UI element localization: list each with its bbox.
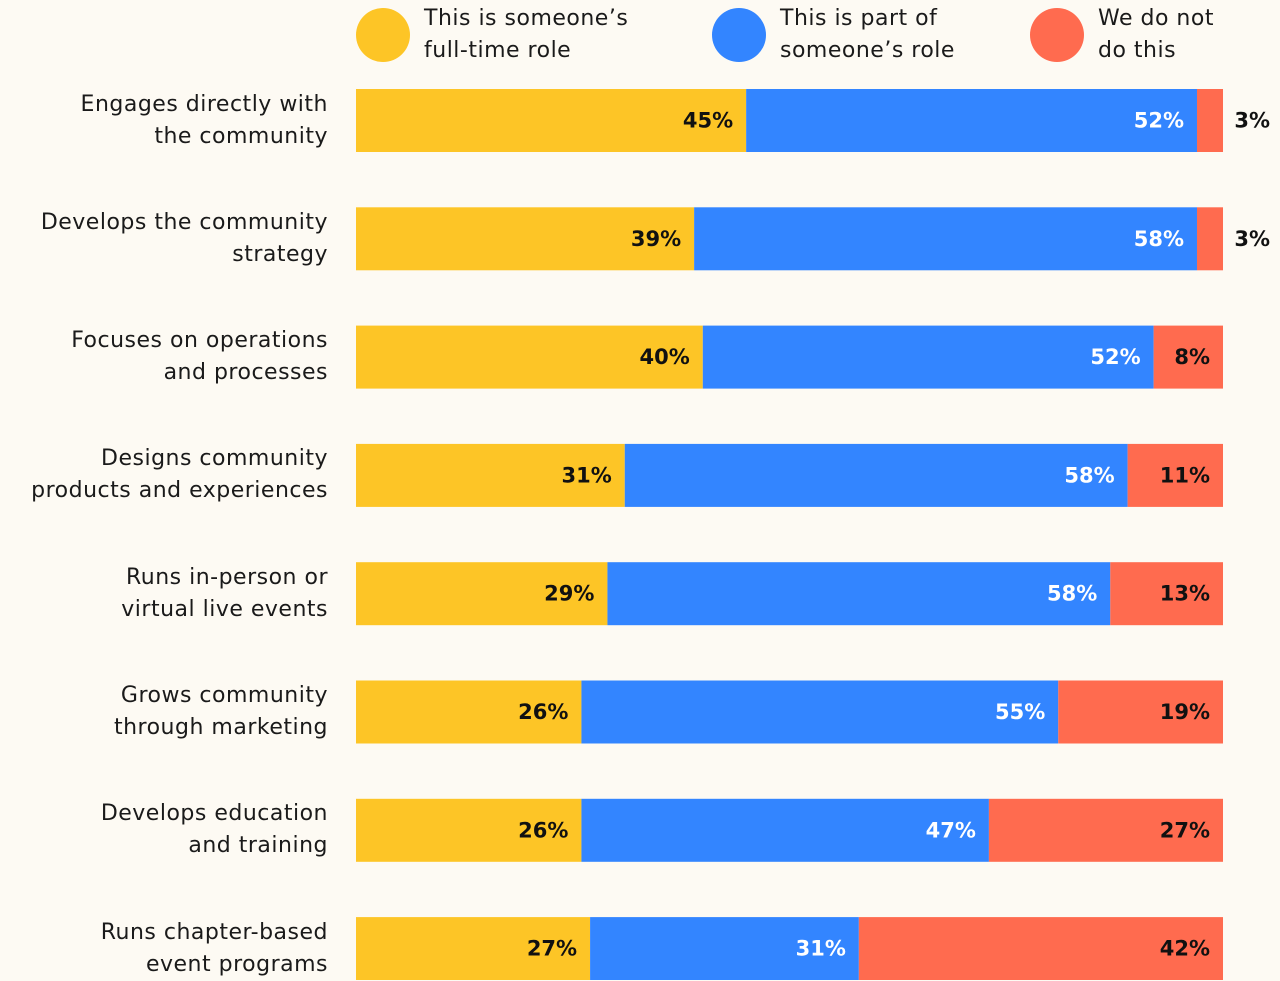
value-label: 31% [562,463,612,487]
category-label: Engages directly with the community [80,91,328,149]
value-label: 13% [1160,582,1210,606]
value-label: 47% [926,818,976,842]
legend-swatch [356,8,410,62]
bar-segment [356,680,582,744]
value-label: 3% [1234,227,1270,251]
category-label: Develops education and training [100,801,328,859]
value-label: 40% [640,345,690,369]
bar-segment [356,443,625,507]
bar-segment [356,207,695,271]
value-label: 58% [1064,463,1114,487]
value-label: 31% [796,937,846,961]
bar-segment [356,89,747,152]
legend-label: We do not do this [1098,6,1214,63]
category-label: Runs chapter-based event programs [100,919,328,977]
value-label: 29% [544,582,594,606]
bar-segment [607,562,1111,626]
value-label: 26% [518,700,568,724]
bar-segment [356,562,608,626]
bar-segment [356,798,582,862]
value-label: 52% [1090,345,1140,369]
legend-swatch [712,8,766,62]
bar-segment [1127,443,1223,507]
bar-segment [702,325,1154,389]
category-label: Runs in-person or virtual live events [121,564,328,622]
bar-segment [746,89,1197,152]
value-label: 39% [631,227,681,251]
value-label: 52% [1134,109,1184,133]
value-label: 8% [1174,345,1210,369]
value-label: 42% [1160,937,1210,961]
category-label: Develops the community strategy [40,209,328,267]
bar-segment [988,798,1223,862]
bar-segment [581,798,989,862]
bar-segment [1110,562,1223,626]
value-label: 26% [518,818,568,842]
bar-segment [1196,207,1223,271]
legend-label: This is someone’s full-time role [424,6,629,63]
bar-segment [356,325,703,389]
bar-segment [694,207,1197,271]
bar-segment [624,443,1128,507]
value-label: 3% [1234,109,1270,133]
bar-segment [581,680,1059,744]
value-label: 55% [995,700,1045,724]
bar-segment [1153,325,1223,389]
legend-swatch [1030,8,1084,62]
value-label: 11% [1160,463,1210,487]
bar-segment [1058,680,1223,744]
value-label: 27% [527,937,577,961]
value-label: 58% [1134,227,1184,251]
value-label: 58% [1047,582,1097,606]
category-label: Grows community through marketing [113,683,328,740]
value-label: 45% [683,109,733,133]
bar-segment [590,917,859,980]
bar-segment [1196,89,1223,152]
bar-segment [858,917,1223,980]
legend-label: This is part of someone’s role [780,6,955,63]
value-label: 19% [1160,700,1210,724]
value-label: 27% [1160,818,1210,842]
category-label: Focuses on operations and processes [71,328,328,386]
bar-segment [356,917,591,980]
category-label: Designs community products and experienc… [31,446,328,504]
